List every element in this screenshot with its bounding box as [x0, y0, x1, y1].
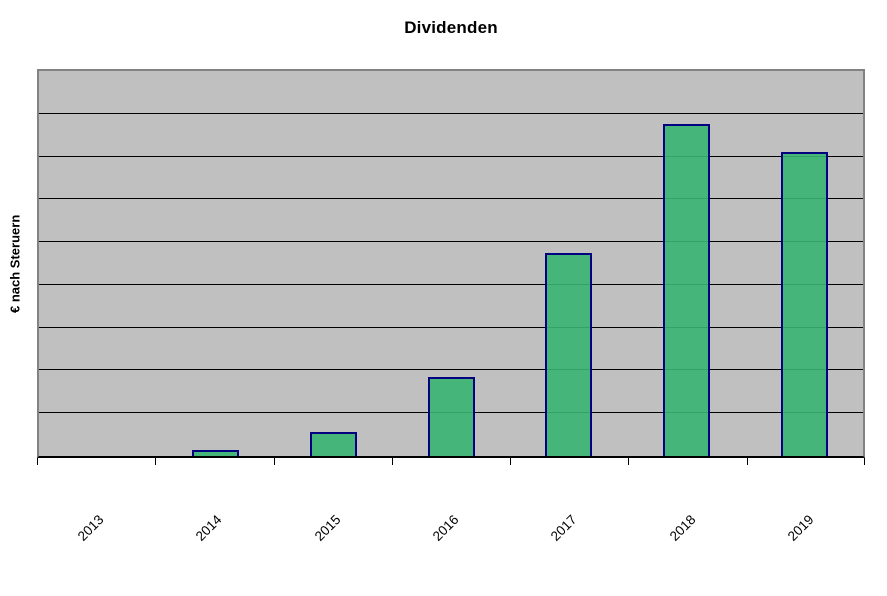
x-axis-tick	[273, 458, 275, 465]
y-axis-label: € nach Steruern	[7, 214, 23, 313]
x-axis-label-2016: 2016	[429, 512, 462, 544]
x-axis-label-2014: 2014	[193, 512, 226, 544]
bar-2018	[662, 124, 710, 456]
x-axis-tick	[510, 458, 512, 465]
x-axis-labels: 2013 2014 2015 2016 2017 2018 2019	[37, 512, 865, 572]
bar-2016	[427, 376, 475, 456]
x-axis-label-2017: 2017	[548, 512, 580, 544]
x-axis-tick	[864, 458, 865, 465]
bar-2014	[192, 449, 240, 456]
x-axis-tick	[155, 458, 157, 465]
chart-title: Dividenden	[404, 18, 498, 37]
x-axis-label-2015: 2015	[311, 512, 344, 544]
bar-2019	[780, 152, 828, 456]
gridline	[39, 369, 863, 371]
x-axis-tick	[628, 458, 630, 465]
x-axis-label-2019: 2019	[784, 512, 817, 544]
x-axis-label-2018: 2018	[666, 512, 699, 544]
gridline	[39, 198, 863, 200]
bar-2015	[309, 432, 357, 456]
bar-2017	[545, 252, 593, 456]
plot-area	[37, 69, 865, 458]
gridline	[39, 241, 863, 243]
gridline	[39, 283, 863, 285]
x-axis-label-2013: 2013	[74, 512, 107, 544]
gridline	[39, 326, 863, 328]
x-axis-ticks	[37, 458, 865, 466]
x-axis-tick	[391, 458, 393, 465]
gridline	[39, 112, 863, 114]
gridline	[39, 155, 863, 157]
x-axis-tick	[746, 458, 748, 465]
x-axis-tick	[37, 458, 38, 465]
